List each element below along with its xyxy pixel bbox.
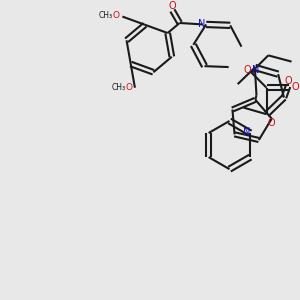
Text: O: O <box>113 11 120 20</box>
Text: O: O <box>244 65 251 75</box>
Text: O: O <box>267 118 274 128</box>
Text: N: N <box>252 65 259 75</box>
Text: O: O <box>284 76 292 86</box>
Text: O: O <box>291 82 299 92</box>
Text: N: N <box>198 19 206 29</box>
Text: N: N <box>243 127 250 137</box>
Text: O: O <box>168 1 176 11</box>
Text: CH₃: CH₃ <box>111 83 125 92</box>
Text: O: O <box>125 82 132 91</box>
Text: CH₃: CH₃ <box>99 11 113 20</box>
